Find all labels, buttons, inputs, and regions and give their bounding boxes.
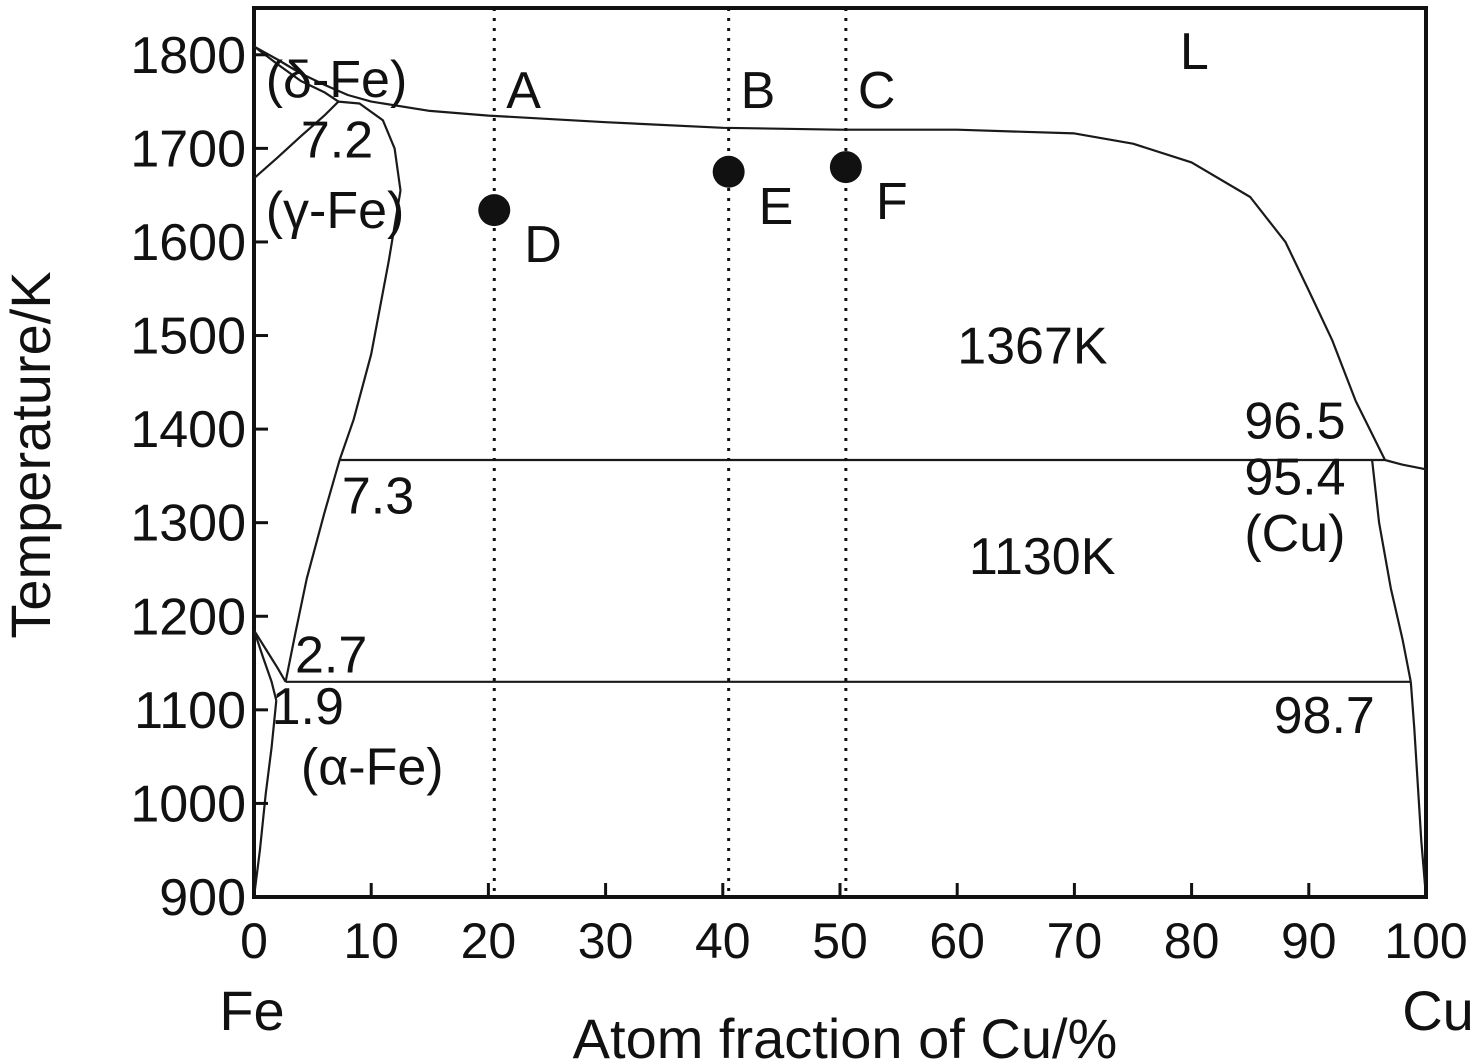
vline-label-a: A — [506, 62, 541, 120]
annotation: (α-Fe) — [301, 739, 444, 797]
x-tick-label: 70 — [1047, 913, 1103, 969]
x-tick-label: 40 — [695, 913, 751, 969]
point-label-e: E — [759, 178, 794, 236]
annotation: 1.9 — [272, 678, 344, 736]
x-tick-label: 60 — [929, 913, 985, 969]
annotation: 96.5 — [1244, 392, 1345, 450]
y-tick-label: 1100 — [134, 682, 246, 740]
x-tick-label: 10 — [343, 913, 399, 969]
end-label-left: Fe — [219, 979, 284, 1042]
annotation: (γ-Fe) — [266, 182, 405, 240]
annotation: 98.7 — [1274, 687, 1375, 745]
boundary-cu-solvus — [1409, 681, 1428, 898]
y-tick-label: 1800 — [130, 27, 246, 85]
x-tick-label: 50 — [812, 913, 868, 969]
annotation: 7.2 — [301, 112, 373, 170]
x-axis-label: Atom fraction of Cu/% — [573, 1007, 1118, 1062]
boundary-alpha-gamma-1 — [253, 629, 287, 683]
y-tick-label: 1600 — [130, 214, 246, 272]
annotation: 95.4 — [1244, 449, 1345, 507]
y-tick-label: 1500 — [130, 308, 246, 366]
point-f — [829, 151, 862, 184]
y-tick-label: 1000 — [130, 775, 246, 833]
boundary-gamma-boundary-lower — [284, 190, 402, 683]
point-label-d: D — [524, 216, 562, 274]
x-tick-label: 20 — [461, 913, 517, 969]
x-tick-label: 80 — [1164, 913, 1220, 969]
x-tick-label: 0 — [240, 913, 268, 969]
region-annotations: L (δ-Fe)7.2 (γ-Fe) 1367K 96.5 7.3 95.4(Cu) 1130… — [266, 23, 1375, 797]
state-points: D E F — [478, 151, 908, 274]
boundary-liquidus-cu — [1384, 458, 1427, 471]
point-e — [712, 155, 745, 188]
boundary-cu-solidus — [1371, 459, 1412, 683]
vline-label-b: B — [741, 62, 776, 120]
boundary-delta-gamma — [253, 45, 340, 103]
annotation: (δ-Fe) — [266, 51, 408, 109]
x-tick-label: 100 — [1384, 913, 1467, 969]
composition-lines: A B C — [492, 8, 896, 897]
y-tick-label: 1200 — [130, 588, 246, 646]
annotation: 1367K — [957, 318, 1108, 376]
y-tick-label: 900 — [159, 869, 246, 927]
y-axis-label: Temperature/K — [0, 271, 62, 638]
annotation: 2.7 — [295, 626, 367, 684]
y-tick-label: 1700 — [130, 120, 246, 178]
point-label-f: F — [876, 173, 908, 231]
boundary-liquidus-fe — [253, 45, 1386, 461]
annotation: (Cu) — [1244, 505, 1345, 563]
vline-label-c: C — [858, 62, 896, 120]
x-tick-label: 30 — [578, 913, 634, 969]
y-tick-label: 1300 — [130, 495, 246, 553]
phase-boundaries — [252, 45, 1428, 898]
annotation: L — [1180, 23, 1209, 81]
point-d — [478, 194, 511, 227]
annotation: 1130K — [969, 528, 1116, 586]
end-label-right: Cu — [1402, 979, 1474, 1042]
y-tick-label: 1400 — [130, 401, 246, 459]
x-tick-label: 90 — [1281, 913, 1337, 969]
axis-ticks: 0 10 20 30 40 50 60 70 80 90 100 900 1000 1100 1200 130… — [130, 27, 1467, 969]
annotation: 7.3 — [342, 467, 414, 525]
boundary-alpha-gamma-2 — [252, 629, 278, 701]
boundary-alpha-solvus — [252, 700, 278, 898]
